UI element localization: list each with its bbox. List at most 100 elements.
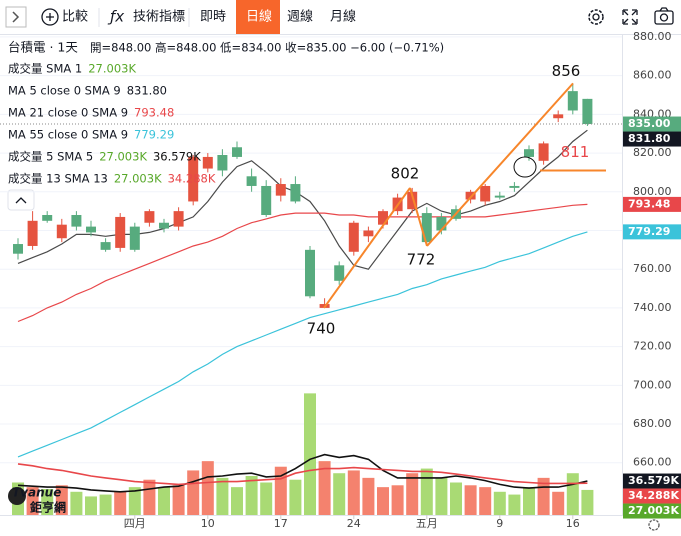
volume-bar — [128, 487, 141, 515]
y-tick-label: 760.00 — [633, 262, 672, 275]
price-badge — [623, 503, 681, 519]
volume-bar — [493, 491, 506, 515]
x-tick-label: 四月 — [124, 517, 146, 530]
candle-body — [27, 220, 38, 246]
axes: 880.00860.00840.00820.00800.00780.00760.… — [124, 30, 681, 530]
candle-body — [553, 114, 564, 119]
candle-body — [582, 98, 593, 125]
candle-body — [232, 147, 242, 157]
axis-settings-icon[interactable] — [648, 519, 660, 531]
price-badge-label: 36.579K — [628, 474, 679, 487]
candle-body — [538, 143, 549, 161]
candle-body — [378, 211, 388, 225]
fx-icon[interactable]: ƒx — [107, 8, 124, 26]
annotations: 856 802 772 740 811 — [307, 62, 606, 337]
compare-icon[interactable] — [41, 8, 59, 26]
volume-bar — [187, 470, 200, 515]
watermark: Tvanue 鉅亨網 — [8, 486, 66, 515]
legend-value: 27.003K — [99, 150, 147, 164]
symbol-box[interactable] — [5, 6, 27, 28]
fullscreen-icon[interactable] — [622, 9, 638, 25]
legend-value: 779.29 — [134, 128, 174, 142]
y-tick-label: 800.00 — [633, 185, 672, 198]
annotation-label: 802 — [391, 164, 420, 182]
price-badge-label: 835.00 — [628, 117, 671, 130]
volume-bar — [420, 468, 433, 515]
candle-body — [115, 216, 126, 248]
candle-body — [334, 265, 345, 281]
toolbar-button[interactable]: 月線 — [330, 9, 356, 25]
candle-body — [567, 91, 578, 111]
settings-icon[interactable] — [588, 9, 604, 25]
volume-bar — [26, 487, 39, 515]
price-badge-label: 34.288K — [628, 489, 679, 502]
chart-subtitle: 開=848.00 高=848.00 低=834.00 收=835.00 −6.0… — [90, 41, 444, 55]
annotation-label: 811 — [561, 143, 590, 161]
volume-bar — [231, 487, 243, 515]
ma-line — [17, 129, 588, 270]
x-tick-label: 五月 — [416, 517, 438, 530]
candle-body — [275, 184, 286, 196]
volume-bar — [377, 487, 389, 515]
toolbar-button[interactable]: 技術指標 — [133, 10, 185, 25]
volume-ma-line — [17, 463, 588, 486]
price-badge — [623, 224, 681, 240]
legend-value: 36.579K — [153, 150, 201, 164]
candle-body — [509, 185, 520, 188]
x-tick-label: 24 — [347, 517, 361, 530]
legend-value: 27.003K — [88, 62, 136, 76]
toolbar-button[interactable]: 即時 — [200, 10, 226, 25]
volume-bar — [406, 473, 419, 515]
volume-bar — [99, 494, 112, 515]
price-badge-label: 27.003K — [628, 504, 679, 517]
volume-bar — [260, 482, 273, 515]
price-badge-label: 831.80 — [628, 132, 671, 145]
annotation-label: 856 — [552, 62, 581, 80]
trend-line — [426, 82, 574, 247]
candle-body — [421, 213, 432, 243]
watermark-name: 鉅亨網 — [29, 500, 66, 515]
volume-bar — [347, 470, 360, 515]
price-badge — [623, 488, 681, 504]
candle-body — [524, 149, 534, 157]
volume-bar — [158, 487, 170, 515]
y-tick-label: 700.00 — [633, 378, 672, 391]
active-button[interactable] — [236, 0, 280, 34]
candle-body — [56, 224, 67, 239]
legend-name: 成交量 13 SMA 13 — [8, 172, 108, 186]
legend-name: MA 5 close 0 SMA 9 — [8, 84, 121, 98]
volume-bar — [333, 473, 346, 515]
volume-bar — [55, 485, 68, 515]
legend: 台積電 · 1天 開=848.00 高=848.00 低=834.00 收=83… — [8, 40, 444, 186]
collapse-button[interactable] — [7, 189, 35, 211]
toolbar-button[interactable]: 日線 — [246, 9, 272, 25]
candle-body — [173, 211, 184, 227]
ma-line — [17, 203, 588, 323]
volume-bar — [172, 485, 185, 515]
price-badge — [623, 131, 681, 147]
volume-bar — [143, 479, 156, 515]
volume-bar — [450, 482, 462, 515]
candle-body — [144, 211, 155, 223]
legend-name: MA 21 close 0 SMA 9 — [8, 106, 128, 120]
trend-line — [409, 187, 428, 247]
toolbar: ƒx 比較 技術指標 即時 日線 週線 月線 — [0, 0, 681, 35]
camera-icon[interactable] — [654, 7, 674, 25]
x-tick-label: 16 — [566, 517, 580, 530]
volume-bar — [201, 461, 214, 515]
volume-ma-line — [17, 453, 588, 493]
toolbar-button[interactable]: 比較 — [62, 10, 88, 25]
toolbar-button[interactable]: 週線 — [287, 9, 313, 25]
volume-bar — [304, 393, 316, 515]
symbol-arrow — [12, 11, 20, 23]
volume-bar — [216, 477, 229, 515]
candle-body — [407, 191, 418, 210]
price-badge — [623, 196, 681, 212]
volume-bar — [464, 485, 477, 515]
candle-body — [188, 156, 199, 202]
volume-bar — [85, 496, 97, 515]
candle-body — [290, 184, 301, 202]
volume-bar — [362, 477, 375, 515]
